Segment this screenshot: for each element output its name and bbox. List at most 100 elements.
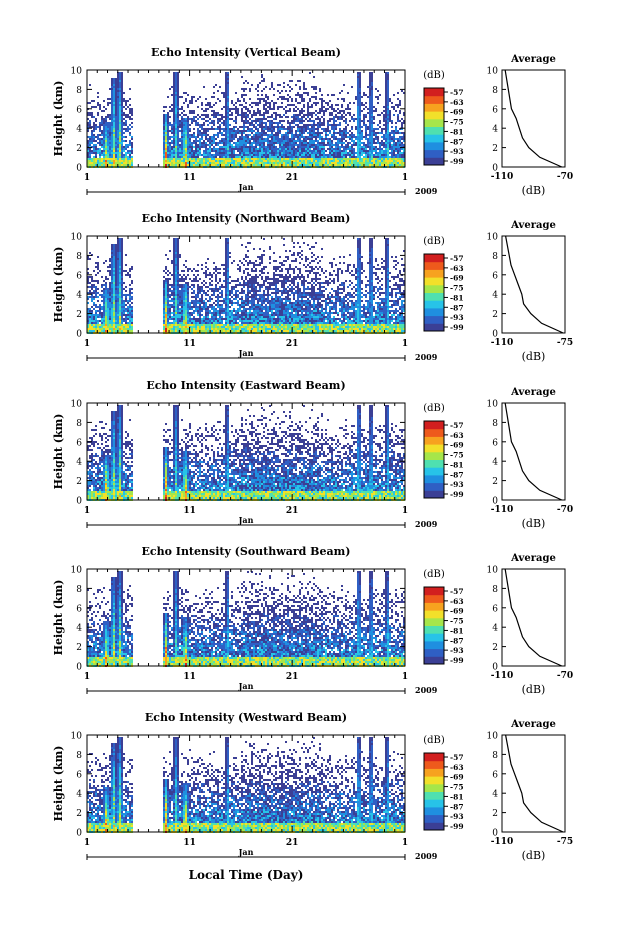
heat-cell [261, 94, 263, 96]
heat-cell [247, 152, 249, 154]
heat-cell [117, 74, 119, 76]
heat-cell [111, 80, 113, 82]
heat-cell [277, 122, 279, 124]
heat-cell [205, 146, 207, 148]
heat-cell [121, 128, 123, 130]
heat-cell [215, 154, 217, 156]
heat-cell [113, 160, 115, 162]
heat-cell [369, 106, 371, 108]
heat-cell [173, 142, 175, 144]
heat-cell [257, 160, 259, 162]
heat-cell [187, 130, 189, 132]
heat-cell [119, 296, 121, 298]
heat-cell [357, 108, 359, 110]
heat-cell [97, 316, 99, 318]
heat-cell [91, 132, 93, 134]
heat-cell [227, 74, 229, 76]
heat-cell [95, 144, 97, 146]
heat-cell [357, 124, 359, 126]
heat-cell [89, 152, 91, 154]
heat-cell [291, 130, 293, 132]
heat-cell [355, 164, 357, 166]
heat-cell [395, 162, 397, 164]
heat-cell [237, 142, 239, 144]
heat-cell [227, 112, 229, 114]
heat-cell [113, 78, 115, 80]
heat-cell [119, 104, 121, 106]
heat-cell [125, 102, 127, 104]
heat-cell [233, 158, 235, 160]
heat-cell [193, 162, 195, 164]
heat-cell [185, 136, 187, 138]
heat-cell [187, 122, 189, 124]
heat-cell [89, 160, 91, 162]
heat-cell [289, 140, 291, 142]
heat-cell [295, 110, 297, 112]
heat-cell [125, 108, 127, 110]
heat-cell [239, 158, 241, 160]
heat-cell [341, 156, 343, 158]
heat-cell [321, 110, 323, 112]
heat-cell [329, 118, 331, 120]
heat-cell [211, 128, 213, 130]
heat-cell [113, 148, 115, 150]
heat-cell [173, 164, 175, 166]
heat-cell [207, 156, 209, 158]
heat-cell [259, 144, 261, 146]
heat-cell [113, 244, 115, 246]
heat-cell [163, 282, 165, 284]
heat-cell [271, 116, 273, 118]
heat-cell [181, 152, 183, 154]
heat-cell [115, 78, 117, 80]
heat-cell [197, 122, 199, 124]
heat-cell [297, 116, 299, 118]
heat-cell [259, 138, 261, 140]
heat-cell [91, 288, 93, 290]
heat-cell [163, 320, 165, 322]
heat-cell [119, 144, 121, 146]
heat-cell [335, 116, 337, 118]
heat-cell [197, 162, 199, 164]
y-axis-label: Height (km) [52, 81, 65, 157]
heat-cell [295, 120, 297, 122]
heat-cell [165, 146, 167, 148]
heat-cell [221, 128, 223, 130]
heat-cell [95, 296, 97, 298]
heat-cell [121, 260, 123, 262]
heat-cell [295, 130, 297, 132]
heat-cell [115, 144, 117, 146]
heat-cell [227, 76, 229, 78]
heat-cell [287, 156, 289, 158]
heat-cell [337, 108, 339, 110]
heat-cell [375, 108, 377, 110]
heat-cell [101, 122, 103, 124]
heat-cell [103, 318, 105, 320]
heat-cell [231, 102, 233, 104]
heat-cell [253, 124, 255, 126]
heat-cell [363, 156, 365, 158]
heat-cell [253, 112, 255, 114]
heat-cell [321, 122, 323, 124]
heat-cell [129, 298, 131, 300]
heat-cell [177, 158, 179, 160]
heat-cell [367, 146, 369, 148]
heat-cell [103, 302, 105, 304]
heat-cell [91, 306, 93, 308]
heat-cell [243, 162, 245, 164]
heat-cell [225, 110, 227, 112]
heat-cell [181, 146, 183, 148]
heat-cell [343, 128, 345, 130]
heat-cell [305, 140, 307, 142]
heat-cell [227, 82, 229, 84]
heat-cell [121, 120, 123, 122]
heat-cell [401, 162, 403, 164]
heat-cell [325, 138, 327, 140]
heat-cell [195, 150, 197, 152]
heat-cell [181, 96, 183, 98]
heat-cell [313, 162, 315, 164]
heat-cell [101, 294, 103, 296]
heat-cell [121, 238, 123, 240]
heat-cell [307, 106, 309, 108]
heat-cell [257, 84, 259, 86]
heat-cell [399, 138, 401, 140]
